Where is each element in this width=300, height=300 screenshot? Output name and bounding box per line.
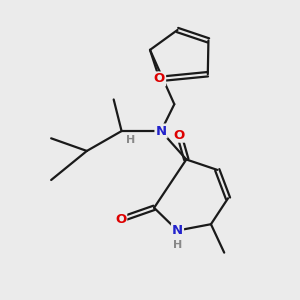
Text: O: O — [115, 213, 126, 226]
Text: H: H — [173, 240, 182, 250]
Text: O: O — [154, 72, 165, 86]
Text: N: N — [155, 124, 167, 138]
Text: N: N — [172, 224, 183, 237]
Text: O: O — [174, 129, 185, 142]
Text: H: H — [126, 135, 135, 145]
